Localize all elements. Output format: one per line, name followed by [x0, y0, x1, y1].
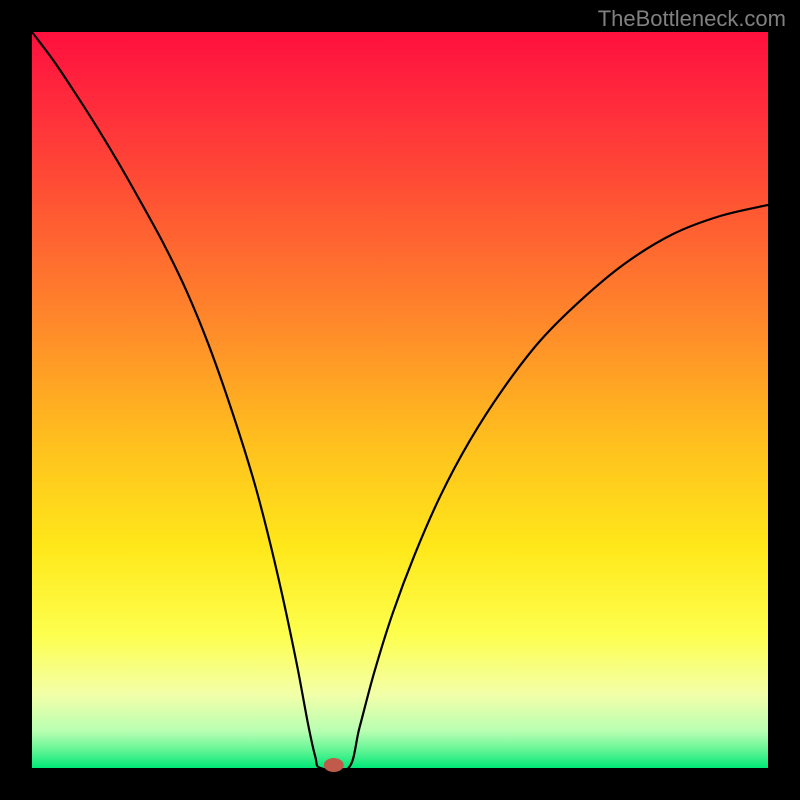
- minimum-marker: [324, 758, 344, 772]
- chart-container: TheBottleneck.com: [0, 0, 800, 800]
- bottleneck-chart: [0, 0, 800, 800]
- watermark-text: TheBottleneck.com: [598, 6, 786, 32]
- plot-background: [32, 32, 768, 768]
